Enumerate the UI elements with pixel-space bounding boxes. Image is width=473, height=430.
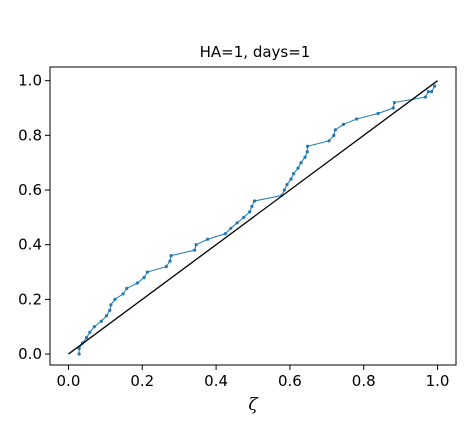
y-tick-label: 1.0: [18, 72, 42, 90]
y-tick-label: 0.2: [18, 290, 42, 308]
y-tick-label: 0.8: [18, 126, 42, 144]
data-point: [108, 308, 112, 312]
data-point: [84, 336, 89, 340]
data-point: [426, 90, 430, 94]
data-point: [376, 111, 380, 116]
data-point: [77, 347, 81, 351]
x-tick-label: 0.6: [278, 372, 302, 390]
data-point: [305, 150, 309, 154]
data-point: [248, 210, 252, 214]
x-tick-label: 0.0: [57, 372, 81, 390]
data-point: [168, 259, 172, 263]
x-tick-label: 0.2: [130, 372, 154, 390]
data-point: [164, 264, 168, 269]
data-point: [355, 117, 359, 121]
data-point: [292, 172, 296, 176]
data-point: [235, 221, 239, 225]
data-point: [223, 232, 227, 236]
axes-frame: [49, 66, 457, 366]
data-point: [229, 226, 233, 230]
data-point: [169, 254, 173, 258]
data-point: [193, 248, 197, 252]
data-point: [299, 161, 303, 165]
data-point: [392, 100, 396, 105]
data-point: [104, 314, 109, 318]
data-point: [303, 155, 307, 159]
data-point: [92, 325, 96, 329]
data-point: [296, 166, 300, 170]
data-point: [423, 95, 427, 99]
data-point: [206, 237, 210, 241]
data-point: [121, 292, 125, 296]
y-tick-label: 0.4: [18, 236, 42, 254]
data-point: [88, 330, 92, 334]
data-point: [99, 319, 103, 323]
y-tick-label: 0.0: [18, 345, 42, 363]
data-point: [77, 352, 81, 356]
data-point: [332, 133, 336, 137]
data-point: [432, 84, 437, 88]
data-point: [306, 144, 310, 148]
data-point: [285, 182, 289, 187]
data-point: [391, 106, 395, 110]
x-tick-label: 0.8: [352, 372, 376, 390]
data-point: [145, 270, 150, 274]
x-tick-label: 0.4: [204, 372, 228, 390]
series-line-diagonal: [68, 80, 438, 355]
series-line-empirical: [78, 85, 436, 355]
data-point: [333, 128, 337, 132]
data-point: [113, 297, 117, 301]
data-point: [250, 204, 254, 209]
data-point: [289, 177, 293, 181]
data-point: [135, 281, 140, 285]
data-point: [125, 286, 129, 291]
data-point: [142, 275, 146, 280]
data-point: [194, 243, 198, 247]
y-tick-label: 0.6: [18, 181, 42, 199]
x-axis-label: ζ: [248, 395, 259, 415]
data-point: [430, 90, 434, 94]
data-point: [327, 139, 331, 143]
data-point: [341, 122, 346, 127]
data-point: [252, 199, 257, 203]
chart-title: HA=1, days=1: [200, 43, 311, 61]
data-point: [282, 188, 286, 192]
data-point: [109, 303, 113, 307]
data-point: [242, 215, 246, 219]
x-tick-label: 1.0: [426, 372, 450, 390]
